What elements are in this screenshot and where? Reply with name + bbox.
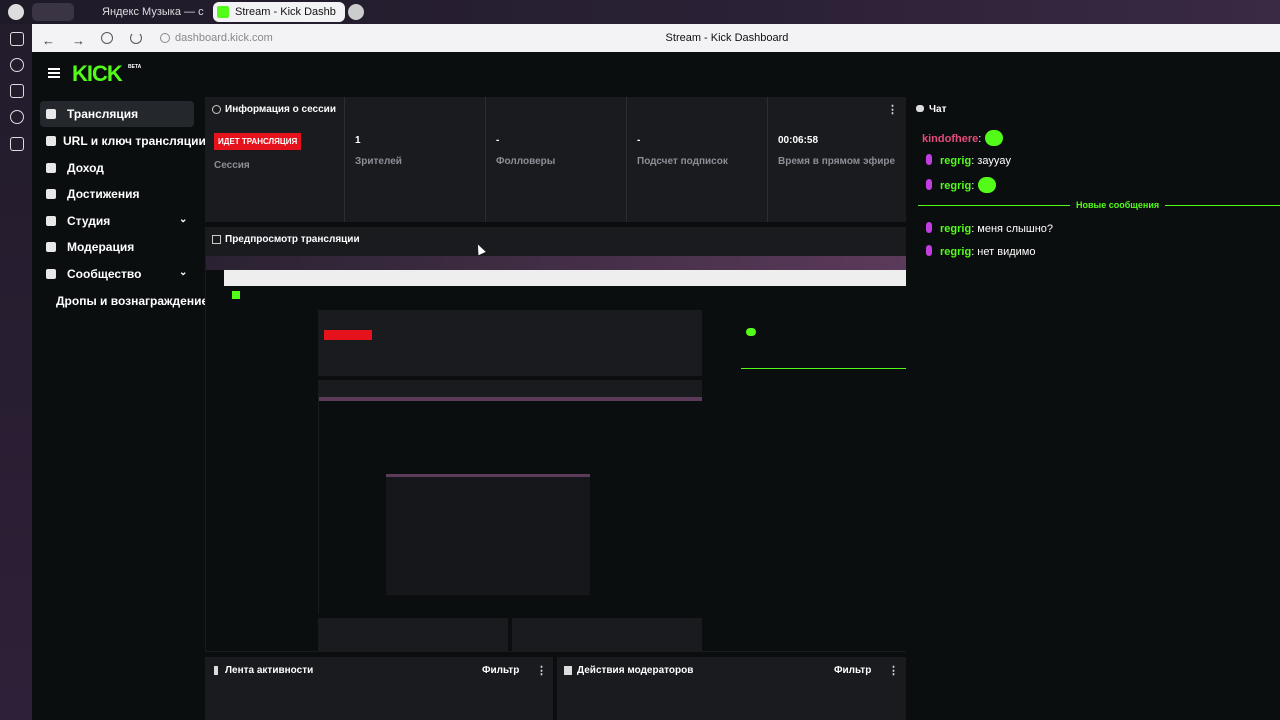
new-messages-label: Новые сообщения [1070,200,1166,210]
chat-message: regrig: [922,177,997,193]
nav-item[interactable]: Трансляция [40,101,194,127]
sidebar-icon[interactable] [10,84,24,98]
panel-title: Действия модераторов [577,665,694,676]
panel-title: Предпросмотр трансляции [225,234,360,245]
nav-item[interactable]: URL и ключ трансляции [40,128,206,154]
session-panel: Информация о сессии ⋮ ИДЕТ ТРАНСЛЯЦИЯ Се… [205,97,906,222]
chat-text: : [971,180,975,192]
nav-label: Доход [67,161,104,175]
nav-label: Студия [67,214,111,228]
panel-icon [564,666,572,675]
emote [978,177,997,193]
chat-user[interactable]: regrig [940,223,972,235]
panel-icon [212,105,221,114]
browser-sidebar [0,24,32,720]
nav-label: Сообщество [67,267,142,281]
nav-item[interactable]: Доход [40,155,194,181]
audio-toggle[interactable] [32,3,74,21]
toolbar: ← → dashboard.kick.com Stream - Kick Das… [32,24,1280,52]
stat-label: Фолловеры [496,156,556,167]
filter-button[interactable]: Фильтр [834,665,872,676]
stream-preview [206,256,906,651]
chat-text: : [978,133,982,145]
stat: - Подсчет подписок [626,97,767,222]
stat-label: Подсчет подписок [637,156,728,167]
preview-panel: Предпросмотр трансляции [205,227,906,652]
panel-icon [214,666,218,675]
sidebar-icon[interactable] [10,137,24,151]
stat: 1 Зрителей [344,97,485,222]
back-button[interactable]: ← [42,33,55,48]
stat: - Фолловеры [485,97,626,222]
tab-bar: Яндекс Музыка — с Stream - Kick Dashb [0,0,1280,24]
menu-button[interactable] [48,68,60,78]
chat-message: kindofhere: [922,130,1004,146]
address[interactable]: dashboard.kick.com [175,32,273,44]
tab[interactable]: Яндекс Музыка — с [102,6,204,18]
more-button[interactable]: ⋮ [536,665,547,677]
panel-title: Лента активности [225,665,314,676]
browser-menu[interactable] [8,4,24,20]
chat-message: regrig: нет видимо [922,245,1035,258]
status-label: Сессия [214,160,250,171]
logo[interactable]: KICK [72,61,123,86]
panel-icon [212,235,221,244]
chat-user[interactable]: regrig [940,180,972,192]
stat-value: 00:06:58 [778,135,819,146]
protect-icon[interactable] [101,32,113,44]
nav-label: Дропы и вознаграждение [56,294,209,308]
nav-item[interactable]: Достижения [40,181,194,207]
chat-message: regrig: меня слышно? [922,222,1053,235]
stat-value: - [496,135,500,146]
chat-text: : нет видимо [971,246,1036,258]
reload-button[interactable] [130,32,142,44]
panel-title: Чат [929,104,947,115]
chat-text: : зауyay [971,155,1011,167]
nav-label: Модерация [67,240,135,254]
stat-label: Зрителей [355,156,402,167]
live-badge: ИДЕТ ТРАНСЛЯЦИЯ [214,133,302,150]
chat-user[interactable]: regrig [940,155,972,167]
sidebar-icon[interactable] [10,32,24,46]
tab[interactable]: Stream - Kick Dashb [213,2,345,22]
chat-user[interactable]: kindofhere [922,133,979,145]
nav-item[interactable]: Дропы и вознаграждение [40,288,208,314]
nav-item[interactable]: Модерация [40,234,194,260]
sidebar-icon[interactable] [10,110,24,124]
tab-icon [217,6,229,18]
chat-text: : меня слышно? [971,223,1054,235]
more-button[interactable]: ⋮ [888,665,899,677]
stat-value: 1 [355,135,361,146]
moderation-panel: Действия модераторов Фильтр ⋮ [557,657,906,720]
nav-label: Трансляция [67,107,139,121]
panel-title: Информация о сессии [225,104,336,115]
filter-button[interactable]: Фильтр [482,665,520,676]
new-tab[interactable] [348,4,364,20]
forward-button[interactable]: → [72,33,85,48]
nav-item[interactable]: Сообщество ⌄ [40,261,194,287]
page-title: Stream - Kick Dashboard [665,32,789,44]
stat-label: Время в прямом эфире [778,156,896,167]
security-icon [160,33,170,43]
panel-icon [916,105,924,112]
activity-panel: Лента активности Фильтр ⋮ [205,657,553,720]
nav-label: Достижения [67,187,140,201]
nav-label: URL и ключ трансляции [63,134,206,148]
stat-value: - [637,135,641,146]
stat: 00:06:58 Время в прямом эфире [767,97,908,222]
logo-badge: BETA [128,64,142,70]
chat-message: regrig: зауyay [922,154,1011,167]
emote [985,130,1004,146]
sidebar-icon[interactable] [10,58,24,72]
nav-item[interactable]: Студия ⌄ [40,208,194,234]
more-button[interactable]: ⋮ [887,104,898,116]
chat-user[interactable]: regrig [940,246,972,258]
